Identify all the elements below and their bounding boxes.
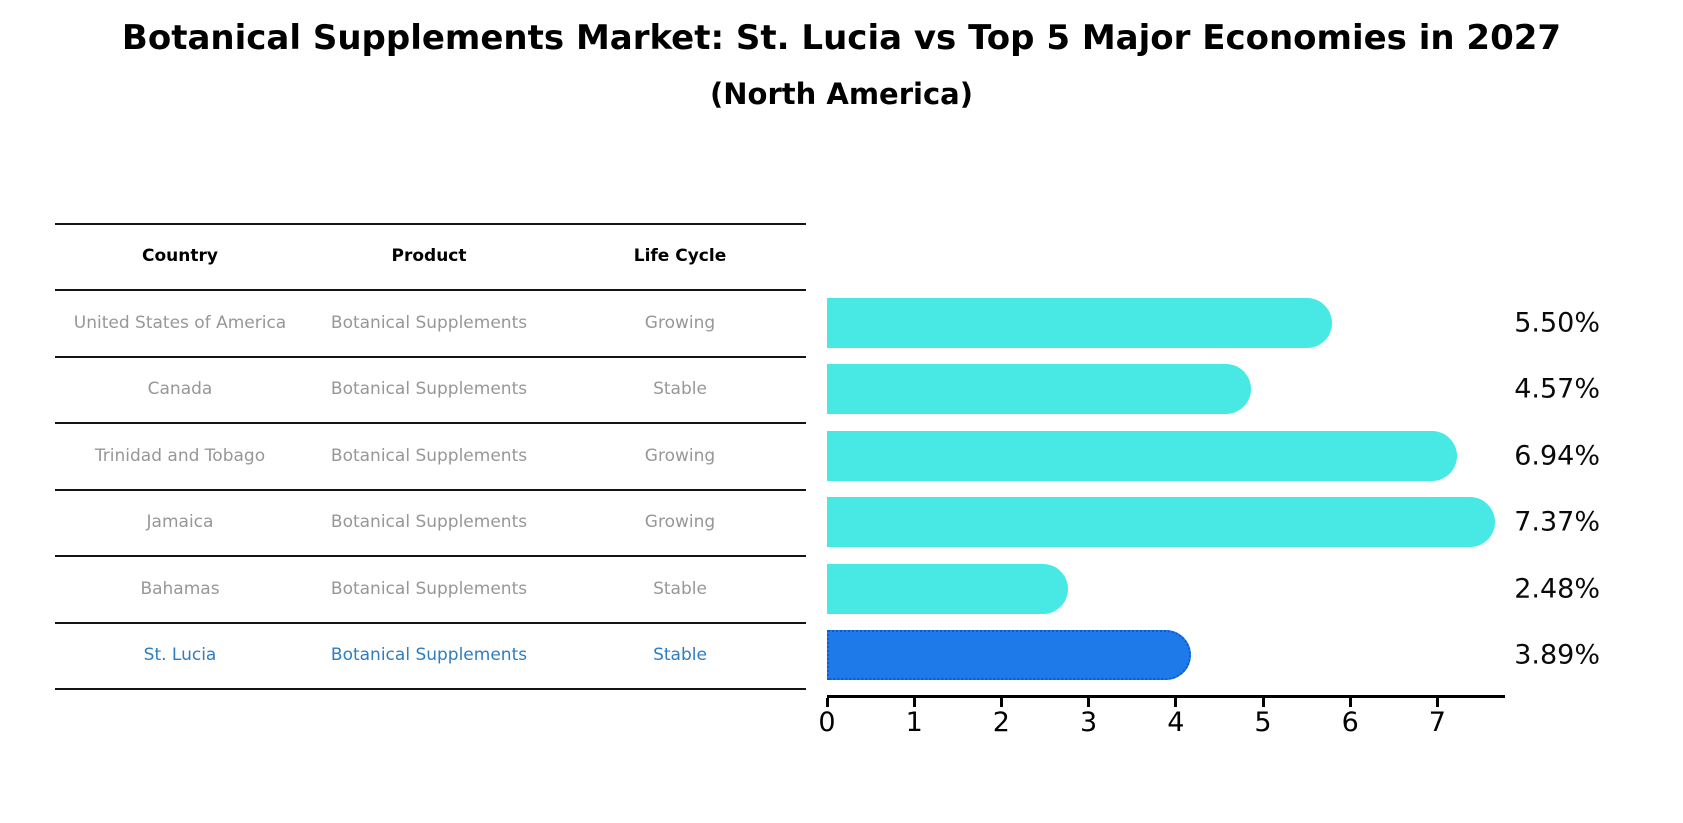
cell-product: Botanical Supplements — [330, 578, 528, 599]
cell-country: Trinidad and Tobago — [94, 445, 266, 466]
x-axis-tick — [1261, 698, 1265, 707]
bar-st-lucia — [827, 630, 1192, 681]
cell-life-cycle: Stable — [653, 578, 707, 599]
table-divider — [55, 355, 806, 358]
cell-product: Botanical Supplements — [330, 645, 528, 666]
table-divider — [55, 422, 806, 425]
bar-bahamas — [827, 563, 1069, 614]
x-axis-tick-label: 0 — [818, 707, 836, 738]
bar-united-states-of-america — [827, 297, 1332, 348]
x-axis-tick — [1348, 698, 1352, 707]
column-header-country: Country — [142, 246, 218, 267]
value-label: 4.57% — [1514, 373, 1600, 405]
x-axis-tick — [999, 698, 1003, 707]
cell-country: Canada — [147, 379, 213, 400]
bar-trinidad-and-tobago — [827, 430, 1458, 481]
x-axis-tick — [1087, 698, 1091, 707]
cell-life-cycle: Stable — [653, 645, 707, 666]
x-axis-tick-label: 4 — [1167, 707, 1185, 738]
x-axis-tick-label: 6 — [1341, 707, 1359, 738]
cell-life-cycle: Growing — [644, 512, 716, 533]
bar-canada — [827, 364, 1251, 415]
cell-life-cycle: Growing — [644, 445, 716, 466]
table-divider — [55, 555, 806, 558]
value-label: 3.89% — [1514, 639, 1600, 671]
x-axis-tick-label: 1 — [905, 707, 923, 738]
cell-product: Botanical Supplements — [330, 512, 528, 533]
chart-subtitle: (North America) — [710, 77, 973, 111]
x-axis-tick-label: 5 — [1254, 707, 1272, 738]
cell-country: Jamaica — [146, 512, 214, 533]
cell-product: Botanical Supplements — [330, 312, 528, 333]
x-axis-tick — [825, 698, 829, 707]
x-axis-tick-label: 3 — [1080, 707, 1098, 738]
cell-country: United States of America — [73, 312, 287, 333]
cell-country: Bahamas — [140, 578, 220, 599]
value-label: 6.94% — [1514, 440, 1600, 472]
value-label: 7.37% — [1514, 506, 1600, 538]
x-axis-tick — [1435, 698, 1439, 707]
cell-country: St. Lucia — [143, 645, 217, 666]
x-axis-tick — [1174, 698, 1178, 707]
x-axis-tick — [912, 698, 916, 707]
table-divider — [55, 222, 806, 225]
table-divider — [55, 688, 806, 691]
value-label: 2.48% — [1514, 573, 1600, 605]
column-header-life-cycle: Life Cycle — [633, 246, 727, 267]
table-divider — [55, 488, 806, 491]
value-label: 5.50% — [1514, 307, 1600, 339]
x-axis-tick-label: 7 — [1428, 707, 1446, 738]
cell-life-cycle: Growing — [644, 312, 716, 333]
bar-jamaica — [827, 497, 1495, 548]
cell-product: Botanical Supplements — [330, 445, 528, 466]
table-divider — [55, 621, 806, 624]
table-divider — [55, 289, 806, 292]
x-axis-line — [827, 695, 1505, 698]
chart-title: Botanical Supplements Market: St. Lucia … — [121, 18, 1562, 58]
column-header-product: Product — [391, 246, 467, 267]
cell-product: Botanical Supplements — [330, 379, 528, 400]
x-axis-tick-label: 2 — [992, 707, 1010, 738]
cell-life-cycle: Stable — [653, 379, 707, 400]
